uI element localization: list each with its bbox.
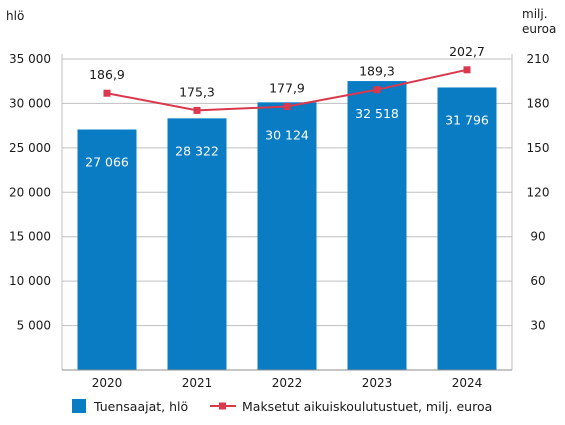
line-series: 186,9 175,3 177,9 189,3 202,7 <box>89 44 485 114</box>
left-tick-label: 5 000 <box>17 319 51 333</box>
line-value-label: 186,9 <box>89 67 125 82</box>
x-tick-label: 2021 <box>182 376 213 390</box>
left-tick-label: 15 000 <box>9 230 51 244</box>
bar-value-label: 27 066 <box>85 154 129 169</box>
line-point <box>103 89 111 97</box>
right-axis-label-line2: euroa <box>522 22 556 36</box>
legend: Tuensaajat, hlö Maksetut aikuiskoulutust… <box>72 399 492 414</box>
right-axis-label-line1: milj. <box>522 7 548 21</box>
line-value-label: 175,3 <box>179 84 215 99</box>
left-tick-label: 30 000 <box>9 96 51 110</box>
bar-value-label: 28 322 <box>175 143 219 158</box>
right-tick-label: 60 <box>530 274 545 288</box>
left-axis-label: hlö <box>6 9 24 23</box>
bar <box>257 102 317 370</box>
bar <box>437 87 497 371</box>
right-tick-label: 90 <box>530 230 545 244</box>
x-tick-label: 2024 <box>452 376 483 390</box>
axes: 5 000 10 000 15 000 20 000 25 000 30 000 35 00… <box>9 52 549 390</box>
line-point <box>463 66 471 74</box>
x-tick-label: 2023 <box>362 376 393 390</box>
legend-line-label: Maksetut aikuiskoulutustuet, milj. euroa <box>242 399 492 414</box>
bar-value-label: 32 518 <box>355 106 399 121</box>
right-tick-label: 120 <box>527 185 550 199</box>
left-tick-label: 25 000 <box>9 141 51 155</box>
line-value-label: 177,9 <box>269 81 305 96</box>
right-tick-label: 150 <box>527 141 550 155</box>
line-point <box>283 103 291 111</box>
legend-line-marker <box>219 402 226 410</box>
line-point <box>193 106 201 114</box>
bar-series: 27 066 28 322 30 124 32 518 31 796 <box>77 81 497 371</box>
bar <box>77 129 137 370</box>
x-tick-label: 2020 <box>92 376 123 390</box>
left-tick-label: 20 000 <box>9 185 51 199</box>
right-tick-label: 180 <box>527 96 550 110</box>
bar-value-label: 31 796 <box>445 112 489 127</box>
bar <box>347 81 407 370</box>
line-value-label: 189,3 <box>359 64 395 79</box>
right-tick-label: 210 <box>527 52 550 66</box>
line-point <box>373 86 381 94</box>
right-tick-label: 30 <box>530 319 545 333</box>
legend-bar-label: Tuensaajat, hlö <box>93 399 188 414</box>
bar-value-label: 30 124 <box>265 127 309 142</box>
left-tick-label: 10 000 <box>9 274 51 288</box>
line-value-label: 202,7 <box>449 44 485 59</box>
bar <box>167 118 227 370</box>
left-tick-label: 35 000 <box>9 52 51 66</box>
x-tick-label: 2022 <box>272 376 303 390</box>
legend-bar-swatch <box>72 399 86 413</box>
